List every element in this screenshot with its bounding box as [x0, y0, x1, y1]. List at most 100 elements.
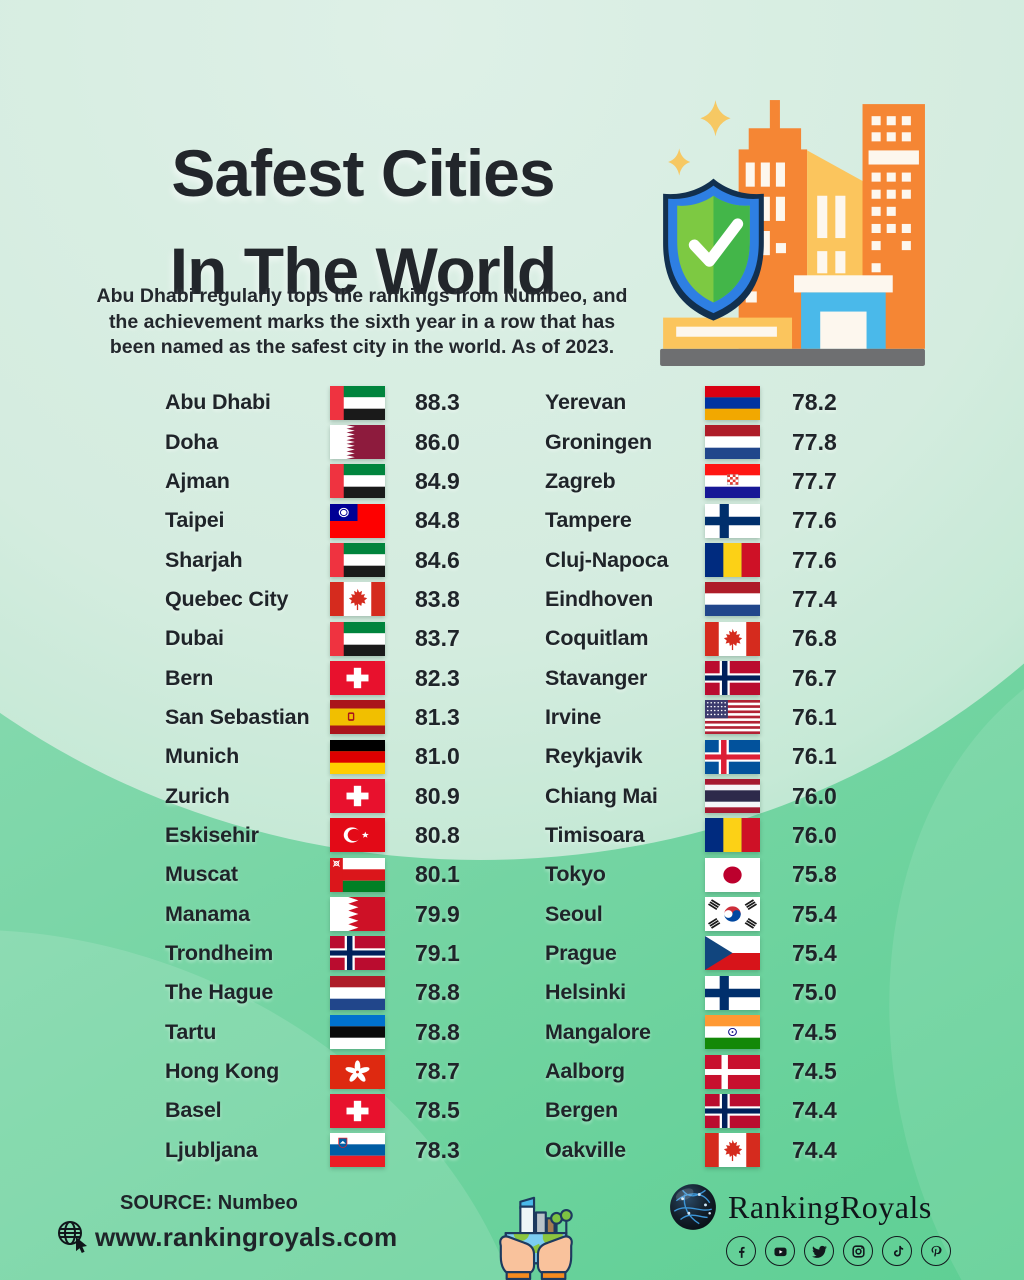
city-name: Dubai — [165, 626, 224, 651]
safety-score: 80.8 — [415, 821, 460, 848]
canada-flag-icon — [705, 621, 760, 656]
safety-score: 76.0 — [792, 782, 837, 809]
city-name: Stavanger — [545, 665, 648, 690]
source-label: SOURCE: Numbeo — [120, 1192, 298, 1214]
netherlands-flag-icon — [330, 975, 385, 1010]
city-name: Taipei — [165, 508, 225, 533]
switzerland-flag-icon — [330, 779, 385, 814]
city-name: Irvine — [545, 704, 602, 729]
safety-score: 75.4 — [792, 900, 837, 927]
city-name: Zagreb — [545, 468, 616, 493]
list-item: Timisoara 76.0 — [545, 816, 837, 855]
oman-flag-icon — [330, 857, 385, 892]
list-item: Hong Kong 78.7 — [165, 1052, 460, 1091]
slovenia-flag-icon — [330, 1133, 385, 1168]
list-item: Yerevan 78.2 — [545, 383, 837, 422]
city-name: Bern — [165, 665, 214, 690]
list-item: Aalborg 74.5 — [545, 1052, 837, 1091]
city-name: Bergen — [545, 1098, 618, 1123]
safe-city-illustration — [660, 100, 925, 366]
facebook-icon — [726, 1236, 756, 1266]
croatia-flag-icon — [705, 464, 760, 499]
safety-score: 76.1 — [792, 703, 837, 730]
safety-score: 76.7 — [792, 664, 837, 691]
list-item: Munich 81.0 — [165, 737, 460, 776]
pinterest-icon — [921, 1236, 951, 1266]
thailand-flag-icon — [705, 779, 760, 814]
shield-check-icon — [663, 178, 764, 321]
city-name: Trondheim — [165, 940, 274, 965]
list-item: Bergen 74.4 — [545, 1091, 837, 1130]
list-item: Prague 75.4 — [545, 934, 837, 973]
ranking-column-left: Abu Dhabi 88.3 Doha 86.0 Ajman 84.9 Taipei 84.8… — [165, 383, 460, 1170]
finland-flag-icon — [705, 975, 760, 1010]
background-swoosh-light — [0, 0, 1024, 860]
list-item: Groningen 77.8 — [545, 422, 837, 461]
safety-score: 79.9 — [415, 900, 460, 927]
city-name: Hong Kong — [165, 1059, 280, 1084]
safety-score: 74.5 — [792, 1018, 837, 1045]
list-item: Irvine 76.1 — [545, 698, 837, 737]
city-name: Abu Dhabi — [165, 390, 271, 415]
list-item: Basel 78.5 — [165, 1091, 460, 1130]
uae-flag-icon — [330, 621, 385, 656]
brand-name: RankingRoyals — [728, 1188, 932, 1225]
social-icons — [726, 1236, 951, 1266]
list-item: Muscat 80.1 — [165, 855, 460, 894]
safety-score: 83.7 — [415, 625, 460, 652]
armenia-flag-icon — [705, 385, 760, 420]
tiktok-icon — [882, 1236, 912, 1266]
safety-score: 76.8 — [792, 625, 837, 652]
uae-flag-icon — [330, 385, 385, 420]
list-item: Manama 79.9 — [165, 894, 460, 933]
hongkong-flag-icon — [330, 1054, 385, 1089]
taiwan-flag-icon — [330, 503, 385, 538]
list-item: Oakville 74.4 — [545, 1131, 837, 1170]
city-name: Cluj-Napoca — [545, 547, 669, 572]
estonia-flag-icon — [330, 1015, 385, 1050]
city-name: Basel — [165, 1098, 222, 1123]
safety-score: 81.0 — [415, 743, 460, 770]
qatar-flag-icon — [330, 425, 385, 460]
list-item: Zurich 80.9 — [165, 776, 460, 815]
safety-score: 80.1 — [415, 861, 460, 888]
safety-score: 84.9 — [415, 467, 460, 494]
city-name: Yerevan — [545, 390, 627, 415]
safety-score: 75.4 — [792, 939, 837, 966]
safety-score: 81.3 — [415, 703, 460, 730]
list-item: Ljubljana 78.3 — [165, 1131, 460, 1170]
canada-flag-icon — [705, 1133, 760, 1168]
norway-flag-icon — [330, 936, 385, 971]
safety-score: 76.1 — [792, 743, 837, 770]
list-item: Helsinki 75.0 — [545, 973, 837, 1012]
safety-score: 80.9 — [415, 782, 460, 809]
city-name: Doha — [165, 429, 218, 454]
list-item: Seoul 75.4 — [545, 894, 837, 933]
safety-score: 88.3 — [415, 389, 460, 416]
denmark-flag-icon — [705, 1054, 760, 1089]
safety-score: 74.4 — [792, 1097, 837, 1124]
switzerland-flag-icon — [330, 1093, 385, 1128]
southkorea-flag-icon — [705, 897, 760, 932]
city-name: Timisoara — [545, 822, 645, 847]
city-name: Ljubljana — [165, 1137, 258, 1162]
city-name: The Hague — [165, 980, 274, 1005]
city-name: Aalborg — [545, 1059, 625, 1084]
list-item: Tampere 77.6 — [545, 501, 837, 540]
title-line-1: Safest Cities — [171, 136, 555, 211]
list-item: Eskisehir 80.8 — [165, 816, 460, 855]
page-title: Safest Cities In The World — [78, 124, 648, 320]
city-name: Sharjah — [165, 547, 243, 572]
city-name: San Sebastian — [165, 704, 310, 729]
ranking-column-right: Yerevan 78.2 Groningen 77.8 Zagreb 77.7 Tamper… — [545, 383, 837, 1170]
uae-flag-icon — [330, 464, 385, 499]
city-name: Munich — [165, 744, 240, 769]
city-name: Tampere — [545, 508, 632, 533]
safety-score: 77.7 — [792, 467, 837, 494]
website-link: www.rankingroyals.com — [55, 1218, 397, 1256]
norway-flag-icon — [705, 1093, 760, 1128]
romania-flag-icon — [705, 543, 760, 578]
subtitle-line: the achievement marks the sixth year in … — [108, 310, 616, 333]
city-name: Ajman — [165, 468, 230, 493]
safety-score: 77.4 — [792, 585, 837, 612]
